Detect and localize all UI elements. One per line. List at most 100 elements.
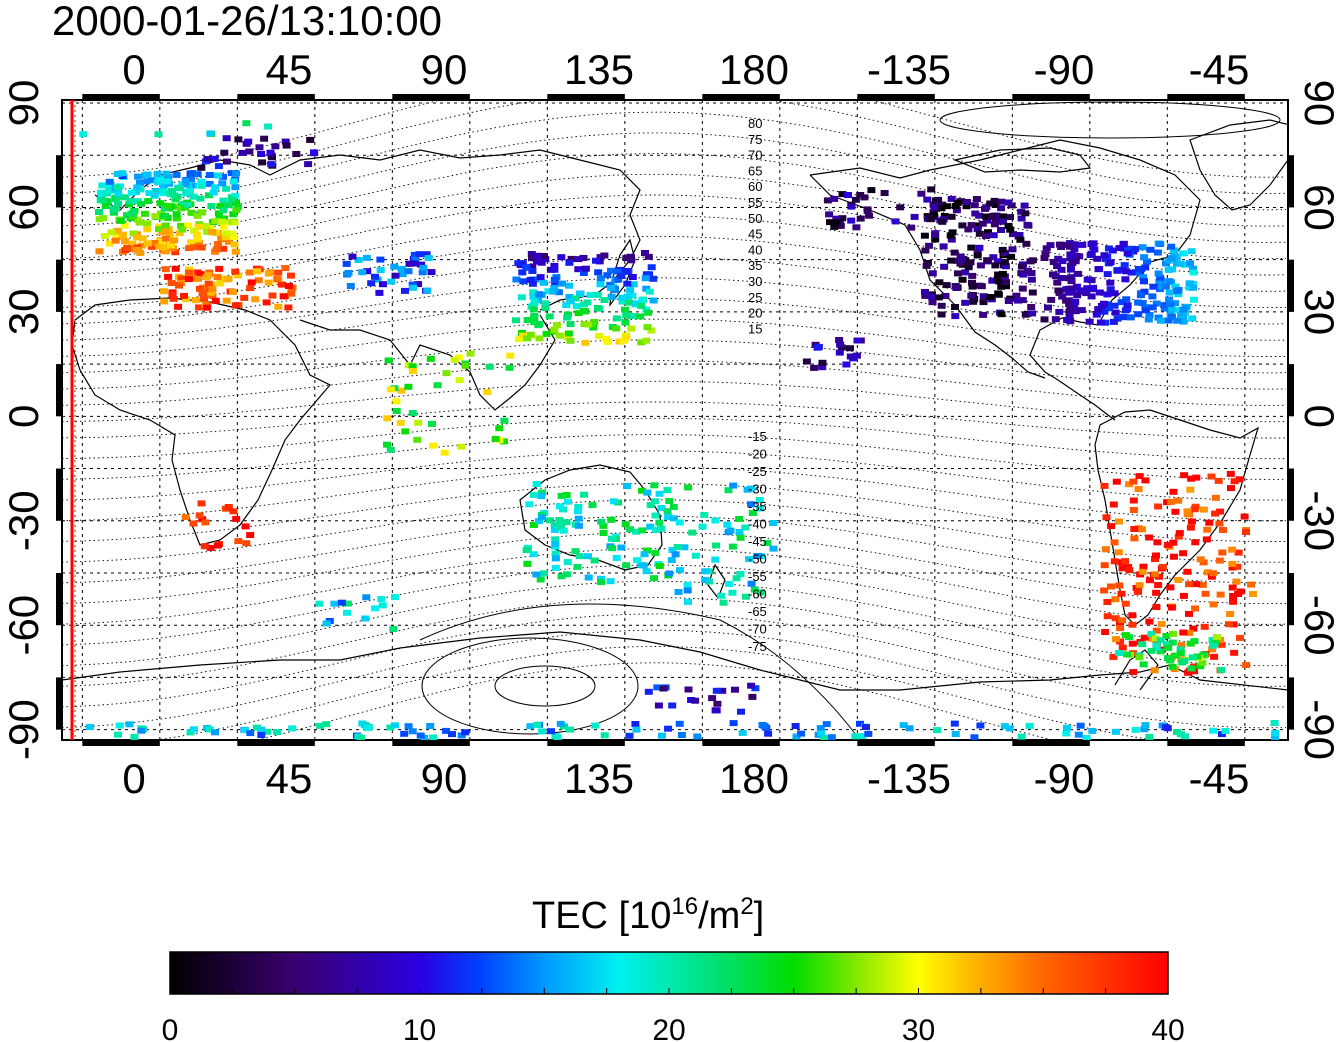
tec-cell bbox=[596, 275, 605, 282]
tec-cell bbox=[665, 498, 674, 504]
tec-cell bbox=[1171, 652, 1180, 659]
tec-cell bbox=[1055, 289, 1064, 296]
contour-label: 80 bbox=[748, 116, 762, 131]
tec-cell bbox=[154, 131, 163, 138]
tec-cell bbox=[1199, 506, 1208, 513]
tec-cell bbox=[171, 249, 180, 256]
tec-cell bbox=[667, 557, 676, 564]
magnetic-pole-contour-south-inner bbox=[494, 665, 596, 707]
tec-cell bbox=[941, 293, 950, 299]
tec-cell bbox=[111, 237, 120, 244]
tec-cell bbox=[346, 283, 355, 289]
tec-cell bbox=[184, 269, 193, 276]
tec-cell bbox=[207, 203, 216, 209]
tec-cell bbox=[1111, 615, 1120, 622]
tec-cell bbox=[642, 337, 651, 344]
coast-north-america-west bbox=[809, 174, 1046, 379]
tec-cell bbox=[653, 684, 662, 691]
tec-cell bbox=[946, 232, 955, 239]
tec-cell bbox=[426, 355, 435, 362]
tec-cell bbox=[1001, 263, 1010, 270]
magnetic-contour bbox=[62, 111, 1287, 211]
tec-cell bbox=[851, 733, 860, 740]
tec-cell bbox=[529, 522, 538, 528]
tec-cell bbox=[175, 230, 184, 237]
tec-cell bbox=[835, 337, 844, 343]
tec-cell bbox=[1042, 245, 1051, 252]
tec-cell bbox=[206, 130, 215, 137]
tec-cell bbox=[617, 273, 626, 279]
tec-cell bbox=[652, 526, 660, 533]
tec-cell bbox=[161, 212, 169, 219]
tec-cell bbox=[363, 725, 372, 732]
tec-cell bbox=[597, 579, 605, 586]
tec-cell bbox=[1145, 312, 1154, 318]
tec-cell bbox=[528, 263, 537, 270]
tec-cell bbox=[1129, 669, 1138, 676]
tec-cell bbox=[557, 254, 566, 261]
tec-cell bbox=[1143, 258, 1151, 265]
tec-cell bbox=[1131, 726, 1140, 733]
tec-cell bbox=[208, 292, 217, 299]
axis-bar-bottom bbox=[857, 740, 935, 746]
tec-cell bbox=[607, 535, 616, 542]
tec-cell bbox=[1179, 250, 1188, 257]
tec-cell bbox=[852, 224, 861, 231]
tec-cell bbox=[105, 240, 114, 247]
magnetic-contour bbox=[62, 483, 1287, 542]
tec-cell bbox=[564, 330, 573, 337]
tec-cell bbox=[228, 230, 236, 237]
tec-cell bbox=[213, 542, 222, 549]
tec-cell bbox=[1116, 625, 1125, 632]
contour-label: 15 bbox=[748, 321, 762, 336]
contour-label: -60 bbox=[748, 587, 767, 602]
contour-label: -70 bbox=[748, 622, 767, 637]
tec-cell bbox=[626, 526, 634, 533]
tec-cell bbox=[555, 517, 564, 523]
tec-cell bbox=[629, 281, 638, 288]
tec-cell bbox=[856, 215, 865, 222]
tec-cell bbox=[961, 269, 970, 276]
tec-cell bbox=[1174, 497, 1183, 504]
tec-cell bbox=[230, 219, 239, 226]
tec-cell bbox=[952, 285, 961, 291]
tec-cell bbox=[1215, 520, 1224, 527]
tec-cell bbox=[925, 242, 934, 249]
tec-cell bbox=[539, 279, 548, 286]
tec-cell bbox=[1141, 477, 1150, 484]
tec-cell bbox=[1242, 529, 1250, 535]
tec-cell bbox=[1205, 519, 1214, 526]
tec-cell bbox=[563, 571, 571, 578]
tec-cell bbox=[506, 352, 515, 359]
colorbar-title: TEC [1016/m2] bbox=[532, 893, 764, 937]
tec-cell bbox=[541, 300, 550, 307]
contour-label: -35 bbox=[748, 499, 767, 514]
tec-cell bbox=[1174, 533, 1183, 540]
tec-cell bbox=[404, 383, 413, 390]
tec-cell bbox=[976, 262, 985, 269]
contour-label: 65 bbox=[748, 163, 762, 178]
tec-cell bbox=[251, 296, 260, 303]
tec-cell bbox=[1153, 539, 1162, 546]
tec-cell bbox=[1154, 503, 1163, 510]
tec-cell bbox=[607, 284, 616, 291]
magnetic-contour bbox=[62, 132, 1287, 227]
tec-cell bbox=[1165, 278, 1174, 285]
tec-cell bbox=[398, 271, 407, 278]
tec-cell bbox=[729, 720, 738, 727]
tec-cell bbox=[411, 256, 420, 263]
tec-cell bbox=[205, 726, 214, 733]
tec-cell bbox=[161, 228, 170, 234]
tec-cell bbox=[1138, 641, 1147, 648]
tec-cell bbox=[1089, 240, 1098, 247]
tec-cell bbox=[637, 339, 646, 346]
tec-cell bbox=[1124, 564, 1133, 570]
tec-cell bbox=[1174, 291, 1183, 298]
tec-cell bbox=[216, 280, 225, 287]
tec-cell bbox=[1217, 641, 1226, 648]
tec-cell bbox=[928, 270, 937, 277]
tec-cell bbox=[756, 589, 765, 596]
tec-cell bbox=[192, 231, 201, 238]
tec-cell bbox=[1006, 226, 1015, 233]
tec-cell bbox=[222, 297, 231, 304]
